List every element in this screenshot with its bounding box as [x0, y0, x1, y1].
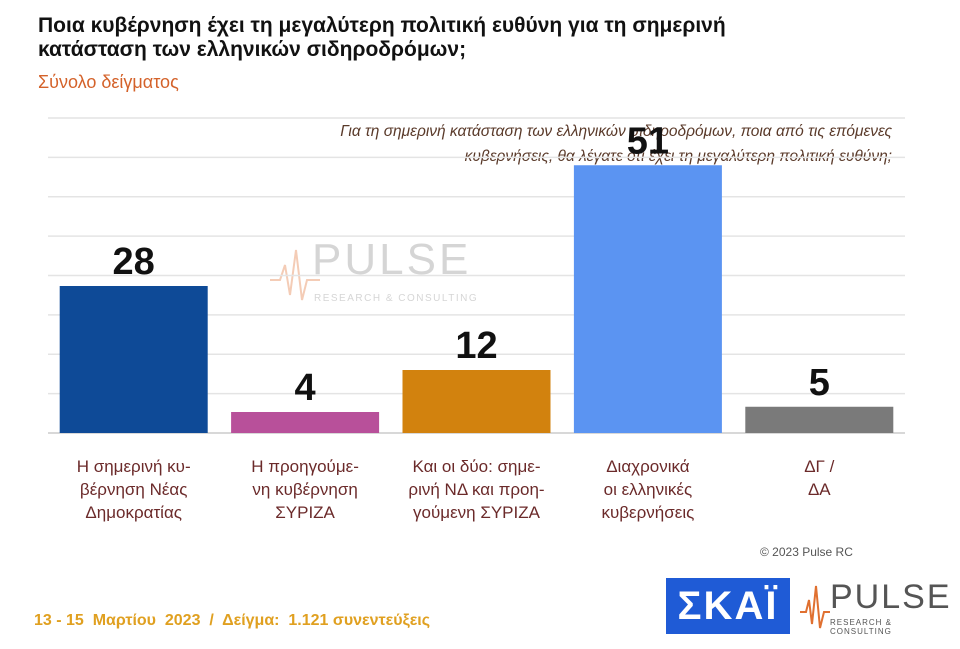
pulse-logo-word: PULSE: [830, 578, 952, 616]
pulse-wave-icon: [800, 585, 830, 629]
bar: [59, 286, 208, 433]
category-label: νη κυβέρνηση: [252, 480, 357, 499]
data-label: 4: [295, 367, 316, 409]
category-label: Η προηγούμε-: [251, 457, 359, 476]
category-label: ΣΥΡΙΖΑ: [275, 503, 335, 522]
bar: [231, 412, 380, 433]
skai-logo: ΣΚΑΪ: [666, 578, 790, 634]
survey-question: Για τη σημερινή κατάσταση των ελληνικών …: [340, 123, 892, 165]
data-label: 5: [809, 362, 830, 404]
bar: [402, 370, 551, 433]
bar: [573, 165, 722, 433]
pulse-logo-sub: RESEARCH & CONSULTING: [830, 618, 893, 636]
pulse-wave-icon: [270, 249, 320, 301]
data-label: 51: [627, 120, 669, 162]
category-label: βέρνηση Νέας: [80, 480, 188, 499]
category-label: οι ελληνικές: [604, 480, 693, 499]
category-label: Και οι δύο: σημε-: [412, 457, 540, 476]
chart-subtitle: Σύνολο δείγματος: [38, 72, 179, 92]
chart-title: Ποια κυβέρνηση έχει τη μεγαλύτερη πολιτι…: [38, 14, 726, 61]
data-label: 12: [455, 325, 497, 367]
category-label: Δημοκρατίας: [85, 503, 182, 522]
category-label: ΔΓ /: [804, 457, 834, 476]
copyright: © 2023 Pulse RC: [760, 545, 853, 559]
pulse-logo: PULSE RESEARCH & CONSULTING: [800, 578, 950, 636]
category-label: γούμενη ΣΥΡΙΖΑ: [413, 503, 541, 522]
category-label: κυβερνήσεις: [601, 503, 694, 522]
category-label: Η σημερινή κυ-: [77, 457, 191, 476]
data-label: 28: [113, 241, 155, 283]
category-label: ΔΑ: [808, 480, 831, 499]
category-label: Διαχρονικά: [606, 457, 690, 476]
watermark-sub: RESEARCH & CONSULTING: [314, 293, 479, 304]
survey-footer: 13 - 15 Μαρτίου 2023 / Δείγμα: 1.121 συν…: [34, 612, 431, 629]
bar: [745, 406, 894, 433]
category-label: ρινή ΝΔ και προη-: [408, 480, 544, 499]
